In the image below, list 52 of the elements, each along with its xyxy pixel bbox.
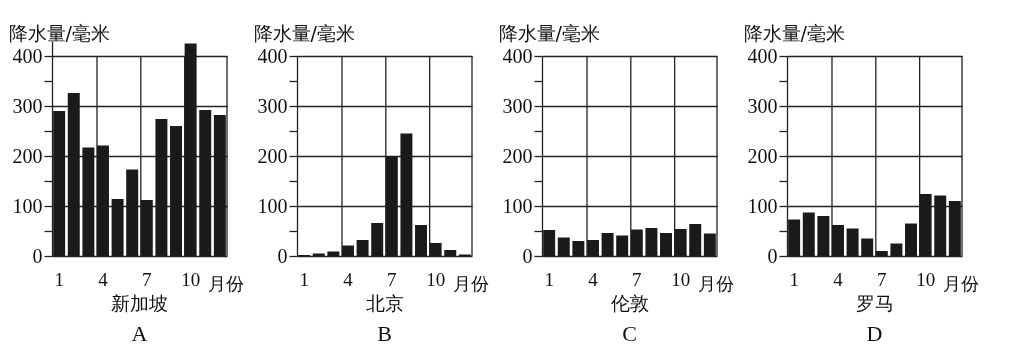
- x-tick-label: 1: [789, 268, 799, 290]
- y-tick-label: 200: [747, 144, 778, 167]
- text: 新加坡: [111, 292, 168, 314]
- y-tick-label: 200: [12, 144, 43, 167]
- y-tick-label: 100: [257, 194, 288, 217]
- x-tick-label: 1: [299, 268, 309, 290]
- x-tick-label: 4: [833, 268, 844, 290]
- y-tick-label: 400: [12, 44, 43, 67]
- x-tick-label: 7: [632, 268, 642, 290]
- x-tick-label: 7: [387, 268, 397, 290]
- x-tick-label: 7: [877, 268, 887, 290]
- x-tick-label: 10: [181, 268, 201, 290]
- x-tick-label: 4: [98, 268, 109, 290]
- y-axis-title: 降水量/毫米: [8, 21, 110, 44]
- y-tick-label: 200: [257, 144, 288, 167]
- y-tick-label: 100: [12, 194, 43, 217]
- y-axis-title: 降水量/毫米: [498, 21, 600, 44]
- y-tick-label: 0: [32, 244, 43, 267]
- text: A: [131, 321, 148, 346]
- x-tick-label: 1: [544, 268, 554, 290]
- y-axis-title: 降水量/毫米: [253, 21, 355, 44]
- x-axis-title: 月份: [697, 272, 734, 294]
- x-axis-title: 月份: [942, 272, 979, 294]
- text: 伦敦: [610, 292, 649, 314]
- y-tick-label: 400: [257, 44, 288, 67]
- x-tick-label: 10: [916, 268, 936, 290]
- y-tick-label: 200: [502, 144, 533, 167]
- y-tick-label: 400: [502, 44, 533, 67]
- y-tick-label: 400: [747, 44, 778, 67]
- x-tick-label: 4: [588, 268, 599, 290]
- y-tick-label: 0: [522, 244, 533, 267]
- text: 北京: [365, 292, 404, 314]
- x-tick-label: 4: [343, 268, 354, 290]
- x-tick-label: 1: [54, 268, 64, 290]
- text: D: [866, 321, 883, 346]
- x-tick-label: 10: [671, 268, 691, 290]
- y-tick-label: 0: [277, 244, 288, 267]
- y-tick-label: 100: [747, 194, 778, 217]
- x-axis-title: 月份: [207, 272, 244, 294]
- y-tick-label: 300: [747, 94, 778, 117]
- x-tick-label: 10: [426, 268, 446, 290]
- y-tick-label: 300: [502, 94, 533, 117]
- x-axis-title: 月份: [452, 272, 489, 294]
- text: B: [377, 321, 392, 346]
- y-tick-label: 300: [257, 94, 288, 117]
- x-tick-label: 7: [142, 268, 152, 290]
- text: C: [622, 321, 637, 346]
- y-axis-title: 降水量/毫米: [743, 21, 845, 44]
- text: 罗马: [855, 292, 894, 314]
- y-tick-label: 100: [502, 194, 533, 217]
- y-tick-label: 0: [767, 244, 778, 267]
- y-tick-label: 300: [12, 94, 43, 117]
